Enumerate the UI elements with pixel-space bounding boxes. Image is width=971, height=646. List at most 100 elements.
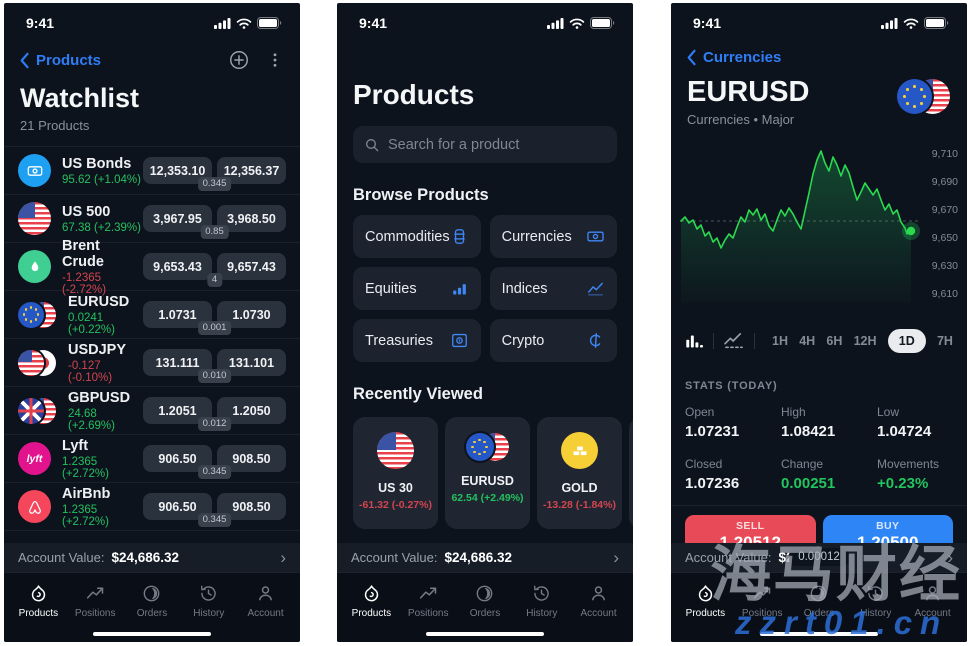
account-value-bar[interactable]: Account Value: $24,686.32 › [337, 543, 633, 572]
account-value: $24,686.32 [444, 550, 513, 565]
category-label: Commodities [365, 228, 450, 245]
tab-account[interactable]: Account [237, 583, 294, 642]
back-button[interactable]: Currencies [687, 49, 781, 66]
recent-card-us30[interactable]: US 30 -61.32 (-0.27%) [353, 417, 438, 529]
tab-label: Account [580, 608, 617, 619]
account-value-bar[interactable]: Account Value: $24,686.32 › [4, 543, 300, 572]
tab-label: Account [914, 608, 951, 619]
range-1d-active[interactable]: 1D [887, 329, 926, 353]
tab-products[interactable]: Products [10, 583, 67, 642]
tab-history[interactable]: History [847, 583, 904, 642]
tab-bar: Products Positions Orders History Accoun… [4, 572, 300, 642]
tab-account[interactable]: Account [570, 583, 627, 642]
tab-orders[interactable]: Orders [124, 583, 181, 642]
product-name: GOLD [561, 481, 598, 495]
chevron-right-icon: › [613, 548, 619, 567]
line-chart-icon [588, 282, 603, 296]
product-name: AirBnb [62, 485, 111, 502]
sell-price-button[interactable]: 9,653.43 [143, 253, 212, 280]
tab-history[interactable]: History [513, 583, 570, 642]
category-currencies[interactable]: Currencies [489, 215, 617, 258]
chart-controls: 1H 4H 6H 12H 1D 7H [671, 313, 967, 353]
person-icon [926, 586, 940, 601]
account-value-bar[interactable]: Account Value: $24,686.32 › [671, 543, 967, 572]
table-row[interactable]: Brent Crude -1.2365 (-2.72%) 9,653.43 9,6… [4, 238, 300, 296]
tab-bar: Products Positions Orders History Accoun… [337, 572, 633, 642]
trend-up-icon [753, 587, 770, 599]
eurusd-flags-icon [18, 298, 57, 331]
status-time: 9:41 [26, 15, 55, 31]
category-crypto[interactable]: Crypto [489, 319, 617, 362]
sell-price-button[interactable]: 12,353.10 [143, 157, 212, 184]
tab-positions[interactable]: Positions [400, 583, 457, 642]
category-label: Treasuries [365, 332, 433, 349]
product-change: 24.68 (+2.69%) [68, 407, 115, 432]
y-axis-labels: 9,710 9,690 9,670 9,650 9,630 9,610 [931, 148, 958, 300]
gbpusd-flags-icon [18, 394, 57, 427]
table-row[interactable]: US Bonds 95.62 (+1.04%) 12,353.10 12,356.… [4, 147, 300, 195]
tab-bar: Products Positions Orders History Accoun… [671, 572, 967, 642]
product-name: GBPUSD [68, 389, 131, 406]
category-indices[interactable]: Indices [489, 267, 617, 310]
buy-price-button[interactable]: 9,657.43 [217, 253, 286, 280]
table-row[interactable]: US 500 67.38 (+2.39%) 3,967.95 3,968.50 0… [4, 195, 300, 243]
watchlist: US Bonds 95.62 (+1.04%) 12,353.10 12,356.… [4, 146, 300, 531]
price-chart[interactable]: 9,710 9,690 9,670 9,650 9,630 9,610 [671, 143, 967, 313]
tab-orders[interactable]: Orders [457, 583, 514, 642]
product-change: 95.62 (+1.04%) [62, 173, 141, 186]
tab-history[interactable]: History [180, 583, 237, 642]
category-treasuries[interactable]: Treasuries [353, 319, 481, 362]
bar-chart-toggle[interactable] [685, 332, 704, 351]
table-row[interactable]: EURUSD 0.0241 (+0.22%) 1.0731 1.0730 0.00… [4, 291, 300, 339]
stat-movements: Movements +0.23% [877, 457, 940, 492]
recent-card-eurusd[interactable]: EURUSD 62.54 (+2.49%) [445, 417, 530, 529]
watermark-text: 海马财经 [710, 539, 963, 610]
tab-positions[interactable]: Positions [734, 583, 791, 642]
more-menu-button[interactable] [266, 50, 284, 70]
table-row[interactable]: GBPUSD 24.68 (+2.69%) 1.2051 1.2050 0.012 [4, 387, 300, 435]
status-time: 9:41 [359, 15, 388, 31]
home-indicator[interactable] [93, 631, 211, 636]
back-button[interactable]: Products [20, 52, 101, 69]
home-indicator[interactable] [760, 631, 878, 636]
product-name: Brent Crude [62, 237, 104, 270]
divider [713, 333, 714, 349]
us-flag-icon [377, 432, 414, 469]
tab-account[interactable]: Account [904, 583, 961, 642]
wifi-icon [569, 18, 585, 29]
search-icon [366, 138, 379, 151]
products-screen: 9:41 Products Search for a product Brows… [337, 3, 633, 642]
add-to-watchlist-button[interactable] [228, 49, 250, 71]
category-label: Equities [365, 280, 417, 297]
recent-card-partial[interactable] [629, 417, 633, 529]
tab-products[interactable]: Products [677, 583, 734, 642]
table-row[interactable]: lyft Lyft 1.2365 (+2.72%) 906.50 908.50 0… [4, 435, 300, 483]
tab-orders[interactable]: Orders [791, 583, 848, 642]
spread-badge: 0.010 [197, 369, 232, 383]
category-equities[interactable]: Equities [353, 267, 481, 310]
tab-label: Products [18, 608, 59, 619]
tab-products[interactable]: Products [343, 583, 400, 642]
range-12h[interactable]: 12H [853, 334, 877, 348]
account-value-label: Account Value: [685, 550, 772, 565]
chart-area-fill [681, 151, 911, 303]
status-bar: 9:41 [671, 3, 967, 35]
tab-positions[interactable]: Positions [67, 583, 124, 642]
search-input[interactable]: Search for a product [353, 126, 617, 163]
price-chart-svg [680, 150, 920, 303]
table-row[interactable]: USDJPY -0.127 (-0.10%) 131.111 131.101 0.… [4, 339, 300, 387]
us-bonds-icon [18, 154, 51, 187]
recent-card-gold[interactable]: GOLD -13.28 (-1.84%) [537, 417, 622, 529]
table-row[interactable]: AirBnb 1.2365 (+2.72%) 906.50 908.50 0.34… [4, 483, 300, 531]
range-4h[interactable]: 4H [799, 334, 816, 348]
range-7h[interactable]: 7H [936, 334, 953, 348]
person-icon [259, 586, 273, 601]
trend-up-icon [419, 587, 436, 599]
home-indicator[interactable] [426, 631, 544, 636]
range-1h[interactable]: 1H [772, 334, 788, 348]
battery-icon [924, 17, 949, 29]
chevron-left-icon [687, 49, 696, 66]
line-chart-toggle[interactable] [723, 332, 745, 350]
category-commodities[interactable]: Commodities [353, 215, 481, 258]
range-6h[interactable]: 6H [826, 334, 843, 348]
